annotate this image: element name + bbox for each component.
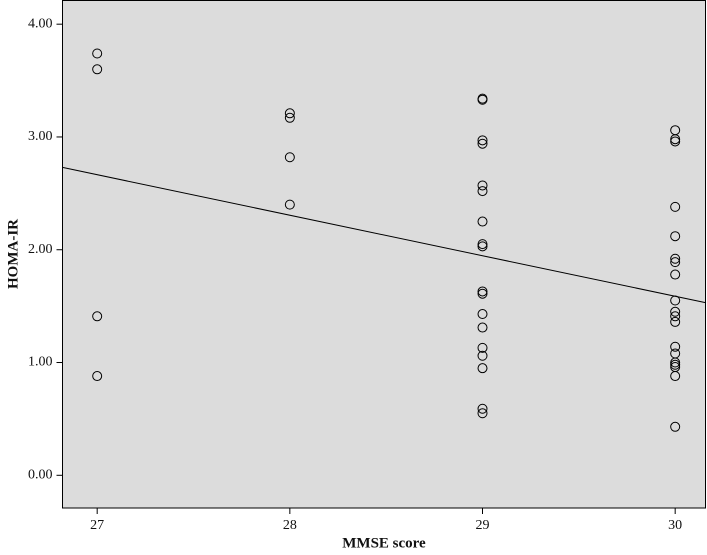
data-point <box>477 350 488 361</box>
data-point <box>670 134 681 145</box>
data-point <box>670 253 681 264</box>
data-point <box>477 363 488 374</box>
fit-line <box>62 166 707 304</box>
data-point <box>477 309 488 320</box>
data-point <box>284 112 295 123</box>
data-point <box>92 48 103 59</box>
data-point <box>477 286 488 297</box>
data-point <box>670 316 681 327</box>
data-point <box>477 186 488 197</box>
x-tick-label: 29 <box>476 518 490 533</box>
x-axis-title: MMSE score <box>342 535 426 551</box>
data-point <box>477 241 488 252</box>
data-point <box>670 371 681 382</box>
y-tick-label: 4.00 <box>28 16 53 31</box>
y-tick-label: 0.00 <box>28 468 53 483</box>
data-point <box>670 306 681 317</box>
data-point <box>284 199 295 210</box>
data-point <box>284 108 295 119</box>
data-point <box>92 311 103 322</box>
data-point <box>670 311 681 322</box>
data-point <box>92 371 103 382</box>
x-tick-label: 30 <box>668 518 682 533</box>
data-point <box>477 135 488 146</box>
data-point <box>670 421 681 432</box>
data-point <box>670 295 681 306</box>
plot-area <box>62 0 706 509</box>
data-point <box>670 201 681 212</box>
data-point <box>670 341 681 352</box>
data-point <box>670 359 681 370</box>
data-point <box>670 269 681 280</box>
data-point <box>477 288 488 299</box>
y-tick-label: 2.00 <box>28 242 53 257</box>
data-point <box>477 403 488 414</box>
data-point <box>670 231 681 242</box>
data-point <box>477 216 488 227</box>
data-point <box>477 342 488 353</box>
data-point <box>670 136 681 147</box>
data-point <box>477 180 488 191</box>
y-tick-label: 1.00 <box>28 355 53 370</box>
data-point <box>284 152 295 163</box>
data-point <box>477 239 488 250</box>
data-point <box>477 408 488 419</box>
data-point <box>670 357 681 368</box>
data-point <box>477 93 488 104</box>
x-tick-label: 28 <box>283 518 297 533</box>
y-tick-label: 3.00 <box>28 129 53 144</box>
x-tick-label: 27 <box>90 518 104 533</box>
data-point <box>477 322 488 333</box>
y-axis-title: HOMA-IR <box>5 219 21 289</box>
data-point <box>477 138 488 149</box>
data-point <box>670 257 681 268</box>
data-point <box>92 64 103 75</box>
